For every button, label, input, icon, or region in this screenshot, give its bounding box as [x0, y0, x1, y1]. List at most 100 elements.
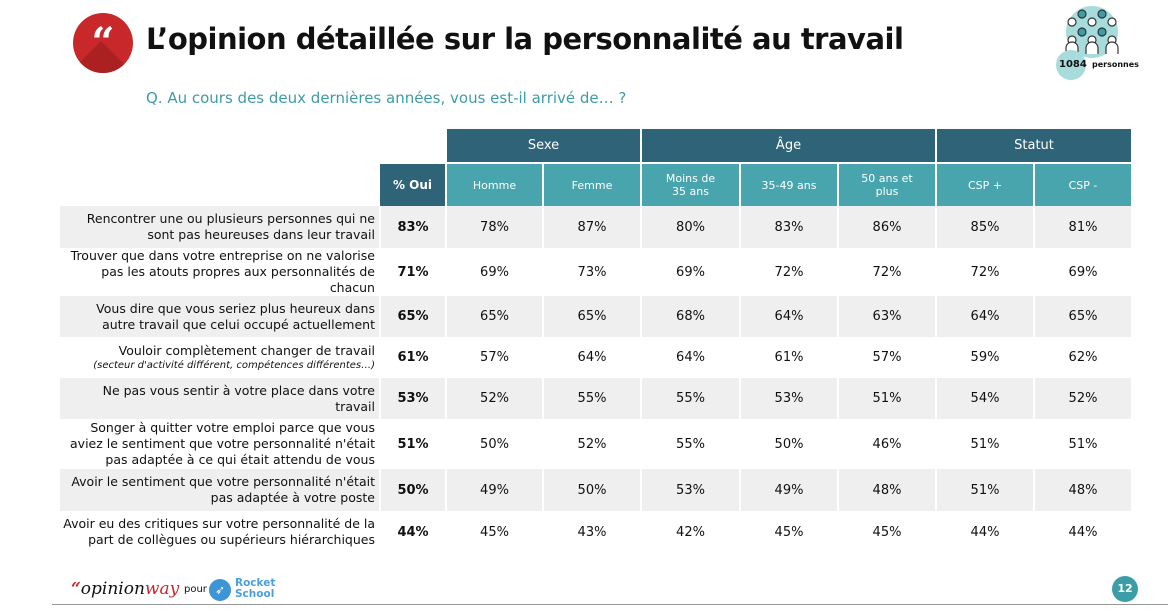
total-value: 83%: [379, 206, 446, 248]
cell-value: 51%: [1033, 419, 1131, 469]
table-row: Songer à quitter votre emploi parce que …: [60, 419, 1131, 469]
total-value: 53%: [379, 378, 446, 419]
question-subtitle: Q. Au cours des deux dernières années, v…: [146, 89, 627, 107]
row-note: (secteur d'activité différent, compétenc…: [93, 360, 375, 371]
sample-count: 1084: [1059, 59, 1087, 70]
cell-value: 65%: [542, 296, 641, 337]
cell-value: 64%: [739, 296, 838, 337]
cell-value: 83%: [739, 206, 838, 248]
cell-value: 54%: [935, 378, 1034, 419]
row-label: Trouver que dans votre entreprise on ne …: [70, 248, 375, 295]
cell-value: 64%: [935, 296, 1034, 337]
row-label: Ne pas vous sentir à votre place dans vo…: [60, 378, 380, 419]
cell-value: 46%: [837, 419, 936, 469]
group-header-statut: Statut: [935, 129, 1131, 163]
cell-value: 65%: [1033, 296, 1131, 337]
results-table: Sexe Âge Statut % Oui Homme Femme Moins de…: [60, 129, 1131, 553]
count-badge: [1056, 50, 1086, 80]
row-label: Vouloir complètement changer de travail(…: [60, 337, 380, 378]
cell-value: 55%: [640, 419, 740, 469]
row-label: Vous dire que vous seriez plus heureux d…: [60, 296, 380, 337]
group-header-age: Âge: [640, 129, 936, 163]
cell-value: 53%: [739, 378, 838, 419]
cell-value: 49%: [739, 469, 838, 511]
cell-value: 85%: [935, 206, 1034, 248]
cell-value: 86%: [837, 206, 936, 248]
cell-value: 87%: [542, 206, 641, 248]
table-row: Trouver que dans votre entreprise on ne …: [60, 248, 1131, 296]
total-value: 61%: [379, 337, 446, 378]
cell-value: 57%: [445, 337, 543, 378]
column-header: Moins de 35 ans: [640, 162, 740, 206]
column-header: CSP +: [935, 162, 1034, 206]
cell-value: 45%: [837, 511, 936, 553]
cell-value: 50%: [542, 469, 641, 511]
table-row: Ne pas vous sentir à votre place dans vo…: [60, 378, 1131, 419]
cell-value: 44%: [1033, 511, 1131, 553]
table-row: Vouloir complètement changer de travail(…: [60, 337, 1131, 378]
cell-value: 45%: [445, 511, 543, 553]
cell-value: 61%: [739, 337, 838, 378]
total-value: 71%: [379, 248, 446, 296]
row-label: Songer à quitter votre emploi parce que …: [70, 420, 375, 467]
cell-value: 72%: [837, 248, 936, 296]
cell-value: 53%: [640, 469, 740, 511]
cell-value: 62%: [1033, 337, 1131, 378]
column-header: CSP -: [1033, 162, 1131, 206]
cell-value: 50%: [739, 419, 838, 469]
column-header: Femme: [542, 162, 641, 206]
rocket-icon: ➶: [209, 579, 231, 601]
cell-value: 43%: [542, 511, 641, 553]
cell-value: 55%: [640, 378, 740, 419]
cell-value: 55%: [542, 378, 641, 419]
column-header: 50 ans et plus: [837, 162, 936, 206]
page-title: L’opinion détaillée sur la personnalité …: [146, 22, 904, 56]
cell-value: 48%: [1033, 469, 1131, 511]
cell-value: 52%: [542, 419, 641, 469]
cell-value: 48%: [837, 469, 936, 511]
cell-value: 44%: [935, 511, 1034, 553]
table-row: Vous dire que vous seriez plus heureux d…: [60, 296, 1131, 337]
cell-value: 49%: [445, 469, 543, 511]
cell-value: 42%: [640, 511, 740, 553]
cell-value: 63%: [837, 296, 936, 337]
cell-value: 69%: [640, 248, 740, 296]
opinionway-logo: “opinionway: [71, 579, 180, 599]
cell-value: 64%: [542, 337, 641, 378]
group-header-sexe: Sexe: [445, 129, 641, 163]
total-value: 51%: [379, 419, 446, 469]
row-label: Avoir eu des critiques sur votre personn…: [63, 516, 375, 547]
row-label: Rencontrer une ou plusieurs personnes qu…: [60, 206, 380, 248]
cell-value: 64%: [640, 337, 740, 378]
cell-value: 51%: [935, 469, 1034, 511]
table-row: Rencontrer une ou plusieurs personnes qu…: [60, 206, 1131, 248]
cell-value: 51%: [935, 419, 1034, 469]
cell-value: 50%: [445, 419, 543, 469]
people-group-icon: [1065, 6, 1119, 58]
page-number: 12: [1112, 576, 1138, 602]
column-header: 35-49 ans: [739, 162, 838, 206]
cell-value: 57%: [837, 337, 936, 378]
cell-value: 69%: [445, 248, 543, 296]
cell-value: 72%: [935, 248, 1034, 296]
cell-value: 65%: [445, 296, 543, 337]
table-row: Avoir eu des critiques sur votre personn…: [60, 511, 1131, 553]
column-header: Homme: [445, 162, 543, 206]
cell-value: 80%: [640, 206, 740, 248]
pour-text: pour: [184, 584, 207, 595]
sample-label: personnes: [1092, 60, 1139, 69]
cell-value: 45%: [739, 511, 838, 553]
total-value: 50%: [379, 469, 446, 511]
cell-value: 69%: [1033, 248, 1131, 296]
footer-divider: [52, 604, 1168, 605]
cell-value: 59%: [935, 337, 1034, 378]
cell-value: 52%: [1033, 378, 1131, 419]
cell-value: 72%: [739, 248, 838, 296]
row-label: Avoir le sentiment que votre personnalit…: [60, 469, 380, 511]
cell-value: 73%: [542, 248, 641, 296]
cell-value: 81%: [1033, 206, 1131, 248]
cell-value: 52%: [445, 378, 543, 419]
cell-value: 68%: [640, 296, 740, 337]
cell-value: 78%: [445, 206, 543, 248]
cell-value: 51%: [837, 378, 936, 419]
